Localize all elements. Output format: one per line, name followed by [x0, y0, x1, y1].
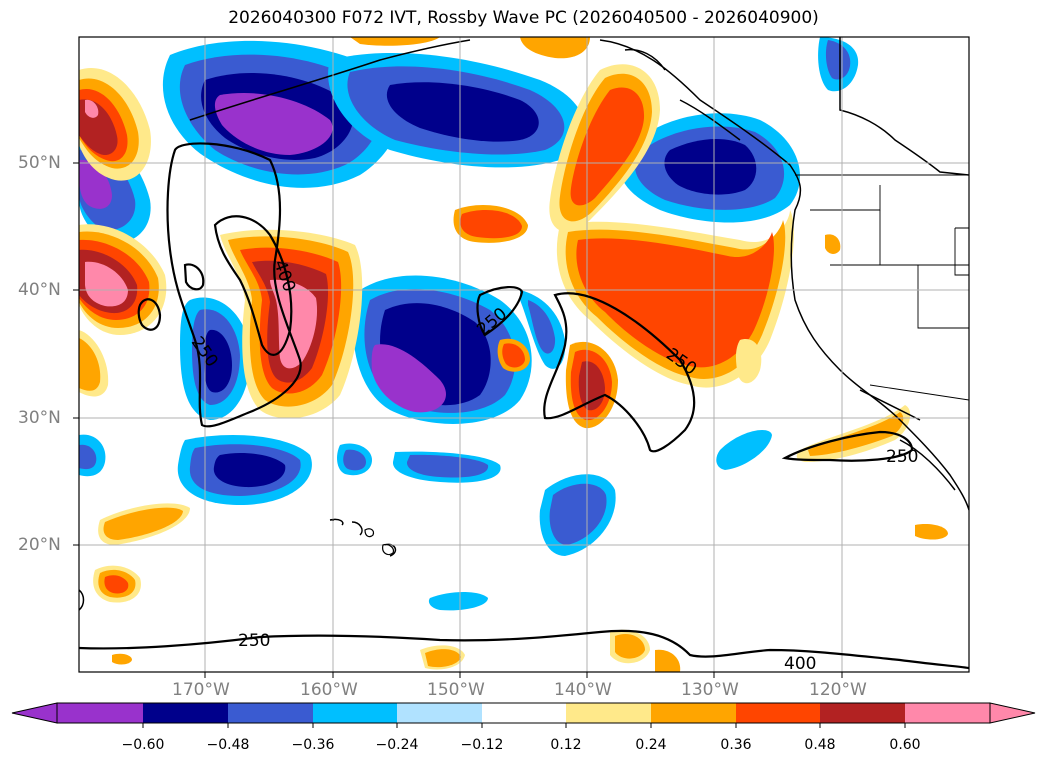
colorbar-tick-3: −0.36 [291, 737, 335, 753]
lon-label-120w: 120°W [809, 680, 867, 700]
negative-anomaly-gulf [328, 52, 585, 168]
lon-label-170w: 170°W [172, 680, 230, 700]
negative-anomaly-dateline [180, 297, 251, 420]
lat-label-30n: 30°N [18, 408, 61, 428]
lat-label-20n: 20°N [18, 535, 61, 555]
lon-label-150w: 150°W [427, 680, 485, 700]
political-borders [795, 174, 969, 401]
contour-label-400-south: 400 [784, 654, 817, 674]
colorbar-tick-2: −0.48 [206, 737, 250, 753]
colorbar-tick-8: 0.36 [720, 737, 752, 753]
lat-label-50n: 50°N [18, 153, 61, 173]
negative-anomaly-east-subtropics [428, 290, 772, 611]
map-title: 2026040300 F072 IVT, Rossby Wave PC (202… [228, 8, 819, 28]
lon-label-130w: 130°W [681, 680, 739, 700]
colorbar [11, 702, 1036, 728]
coastlines [79, 37, 969, 611]
contour-label-250-south: 250 [238, 631, 271, 651]
colorbar-tick-4: −0.24 [375, 737, 419, 753]
negative-anomaly-northeast [619, 37, 859, 223]
positive-anomaly-far-west [79, 68, 167, 397]
contour-label-250-coast: 250 [886, 447, 919, 467]
colorbar-tick-5: −0.12 [460, 737, 504, 753]
positive-anomaly-northeast [549, 64, 794, 429]
axis-ticks [73, 162, 843, 678]
lon-label-140w: 140°W [554, 680, 612, 700]
ivt-contours [79, 142, 969, 670]
positive-anomaly-misc [93, 37, 948, 672]
negative-anomaly-central [353, 275, 532, 424]
colorbar-tick-7: 0.24 [635, 737, 667, 753]
islands [330, 519, 394, 556]
map-frame [78, 36, 970, 673]
colorbar-tick-9: 0.48 [804, 737, 836, 753]
colorbar-tick-1: −0.60 [121, 737, 165, 753]
colorbar-tick-10: 0.60 [889, 737, 921, 753]
lat-label-40n: 40°N [18, 280, 61, 300]
lon-label-160w: 160°W [300, 680, 358, 700]
colorbar-tick-6: 0.12 [550, 737, 582, 753]
negative-anomaly-subtropics [79, 434, 501, 505]
map-plot-area [79, 37, 969, 672]
